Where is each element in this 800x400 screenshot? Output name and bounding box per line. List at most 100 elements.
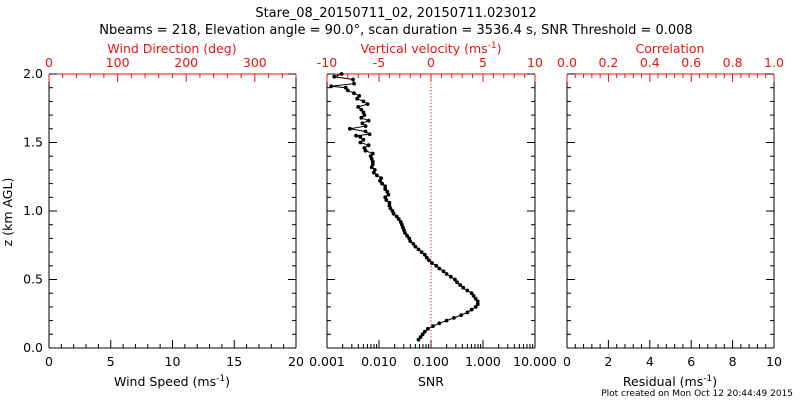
left-top-tick-label: 300 bbox=[243, 55, 267, 70]
chart-title: Stare_08_20150711_02, 20150711.023012 bbox=[255, 6, 536, 21]
right-top-tick-label: 0.6 bbox=[681, 55, 701, 70]
middle-top-axis-label-sup: -1 bbox=[488, 41, 497, 51]
middle-profile-point bbox=[370, 151, 375, 156]
middle-profile-point bbox=[384, 198, 389, 202]
middle-profile-point bbox=[332, 74, 337, 79]
middle-profile-point bbox=[365, 102, 370, 106]
middle-profile-point bbox=[469, 291, 474, 296]
middle-profile-point bbox=[363, 129, 368, 134]
right-top-tick-label: 0.2 bbox=[598, 55, 618, 70]
middle-x-tick-label: 1.000 bbox=[465, 354, 501, 369]
y-axis-label: z (km AGL) bbox=[0, 178, 15, 247]
middle-x-tick-label: 0.010 bbox=[361, 354, 397, 369]
middle-profile-point bbox=[358, 140, 363, 145]
middle-profile-point bbox=[361, 137, 366, 142]
plot-footer: Plot created on Mon Oct 12 20:44:49 2015 bbox=[601, 389, 793, 399]
left-bottom-axis-label-sup: -1 bbox=[216, 374, 225, 384]
middle-profile-point bbox=[469, 307, 474, 312]
middle-profile-point bbox=[339, 72, 344, 76]
right-x-tick-label: 4 bbox=[646, 354, 654, 369]
right-bottom-axis-label-sup: -1 bbox=[703, 374, 712, 384]
middle-profile-point bbox=[408, 239, 413, 244]
middle-profile-point bbox=[475, 299, 480, 304]
right-x-tick-label: 6 bbox=[687, 354, 695, 369]
middle-profile-point bbox=[360, 121, 365, 126]
middle-profile-point bbox=[475, 302, 480, 307]
left-bottom-axis-label-tail: ) bbox=[225, 374, 230, 389]
middle-top-axis-label-tail: ) bbox=[497, 41, 502, 56]
middle-profile-point bbox=[396, 217, 401, 222]
middle-top-tick-label: 10 bbox=[527, 55, 543, 70]
middle-profile-point bbox=[461, 285, 466, 290]
middle-bottom-axis-label: SNR bbox=[418, 374, 444, 389]
middle-profile-point bbox=[430, 261, 434, 265]
middle-profile-point bbox=[343, 85, 348, 90]
middle-profile-point bbox=[473, 305, 478, 309]
middle-profile-point bbox=[459, 313, 464, 317]
middle-profile-point bbox=[465, 310, 470, 315]
middle-profile-point bbox=[363, 148, 368, 153]
middle-profile-point bbox=[370, 159, 375, 164]
right-bottom-axis-label: Residual (ms-1) bbox=[623, 374, 717, 389]
middle-profile-point bbox=[383, 184, 388, 189]
middle-profile-point bbox=[329, 84, 334, 89]
middle-profile-point bbox=[453, 277, 457, 282]
middle-profile-point bbox=[352, 91, 356, 96]
left-x-tick-label: 20 bbox=[288, 354, 304, 369]
middle-profile-point bbox=[405, 233, 409, 238]
left-y-tick-label: 1.5 bbox=[23, 135, 43, 150]
middle-profile-point bbox=[422, 329, 427, 334]
middle-profile-line bbox=[331, 73, 479, 341]
left-top-tick-label: 100 bbox=[106, 55, 130, 70]
middle-profile-point bbox=[465, 288, 470, 293]
right-bottom-axis-label-tail: ) bbox=[712, 374, 717, 389]
left-bottom-axis-label: Wind Speed (ms-1) bbox=[114, 374, 230, 389]
middle-profile-point bbox=[473, 296, 478, 301]
middle-profile-point bbox=[357, 94, 362, 98]
left-y-tick-label: 0.0 bbox=[23, 340, 43, 355]
middle-profile-point bbox=[359, 115, 364, 120]
right-bottom-axis-label-main: Residual (ms bbox=[623, 374, 703, 389]
middle-profile-point bbox=[380, 181, 384, 186]
middle-profile-point bbox=[348, 126, 352, 131]
middle-profile-point bbox=[458, 283, 462, 287]
middle-top-tick-label: 5 bbox=[479, 55, 487, 70]
middle-profile-point bbox=[352, 81, 356, 86]
left-top-tick-label: 200 bbox=[174, 55, 198, 70]
middle-profile-point bbox=[431, 324, 435, 328]
left-x-tick-label: 5 bbox=[107, 354, 115, 369]
right-top-tick-label: 0.0 bbox=[557, 55, 577, 70]
middle-profile-point bbox=[448, 274, 453, 279]
middle-profile-point bbox=[422, 252, 427, 257]
middle-profile-point bbox=[424, 255, 429, 260]
middle-profile-point bbox=[403, 231, 407, 235]
middle-x-tick-label: 10.000 bbox=[513, 354, 557, 369]
middle-profile-point bbox=[359, 107, 364, 112]
middle-profile-point bbox=[420, 332, 425, 337]
middle-profile-point bbox=[416, 337, 421, 342]
middle-profile-point bbox=[441, 269, 446, 274]
left-y-tick-label: 0.5 bbox=[23, 272, 43, 287]
middle-profile-point bbox=[455, 280, 459, 285]
middle-profile-point bbox=[437, 266, 442, 271]
middle-profile-point bbox=[437, 321, 442, 326]
middle-profile-point bbox=[386, 192, 391, 197]
middle-profile-point bbox=[411, 242, 416, 246]
middle-profile-point bbox=[362, 113, 367, 117]
middle-profile-point bbox=[355, 96, 360, 101]
left-top-axis-label: Wind Direction (deg) bbox=[107, 41, 236, 56]
middle-profile-point bbox=[418, 335, 423, 339]
right-x-tick-label: 0 bbox=[563, 354, 571, 369]
right-x-tick-label: 2 bbox=[604, 354, 612, 369]
right-x-tick-label: 10 bbox=[766, 354, 782, 369]
middle-x-tick-label: 0.100 bbox=[413, 354, 449, 369]
right-x-tick-label: 8 bbox=[729, 354, 737, 369]
middle-profile-point bbox=[444, 318, 449, 323]
middle-profile-point bbox=[366, 118, 371, 123]
middle-profile-point bbox=[426, 326, 430, 331]
middle-top-axis-label-main: Vertical velocity (ms bbox=[360, 41, 487, 56]
middle-profile-point bbox=[354, 133, 358, 138]
middle-profile-point bbox=[387, 200, 392, 205]
